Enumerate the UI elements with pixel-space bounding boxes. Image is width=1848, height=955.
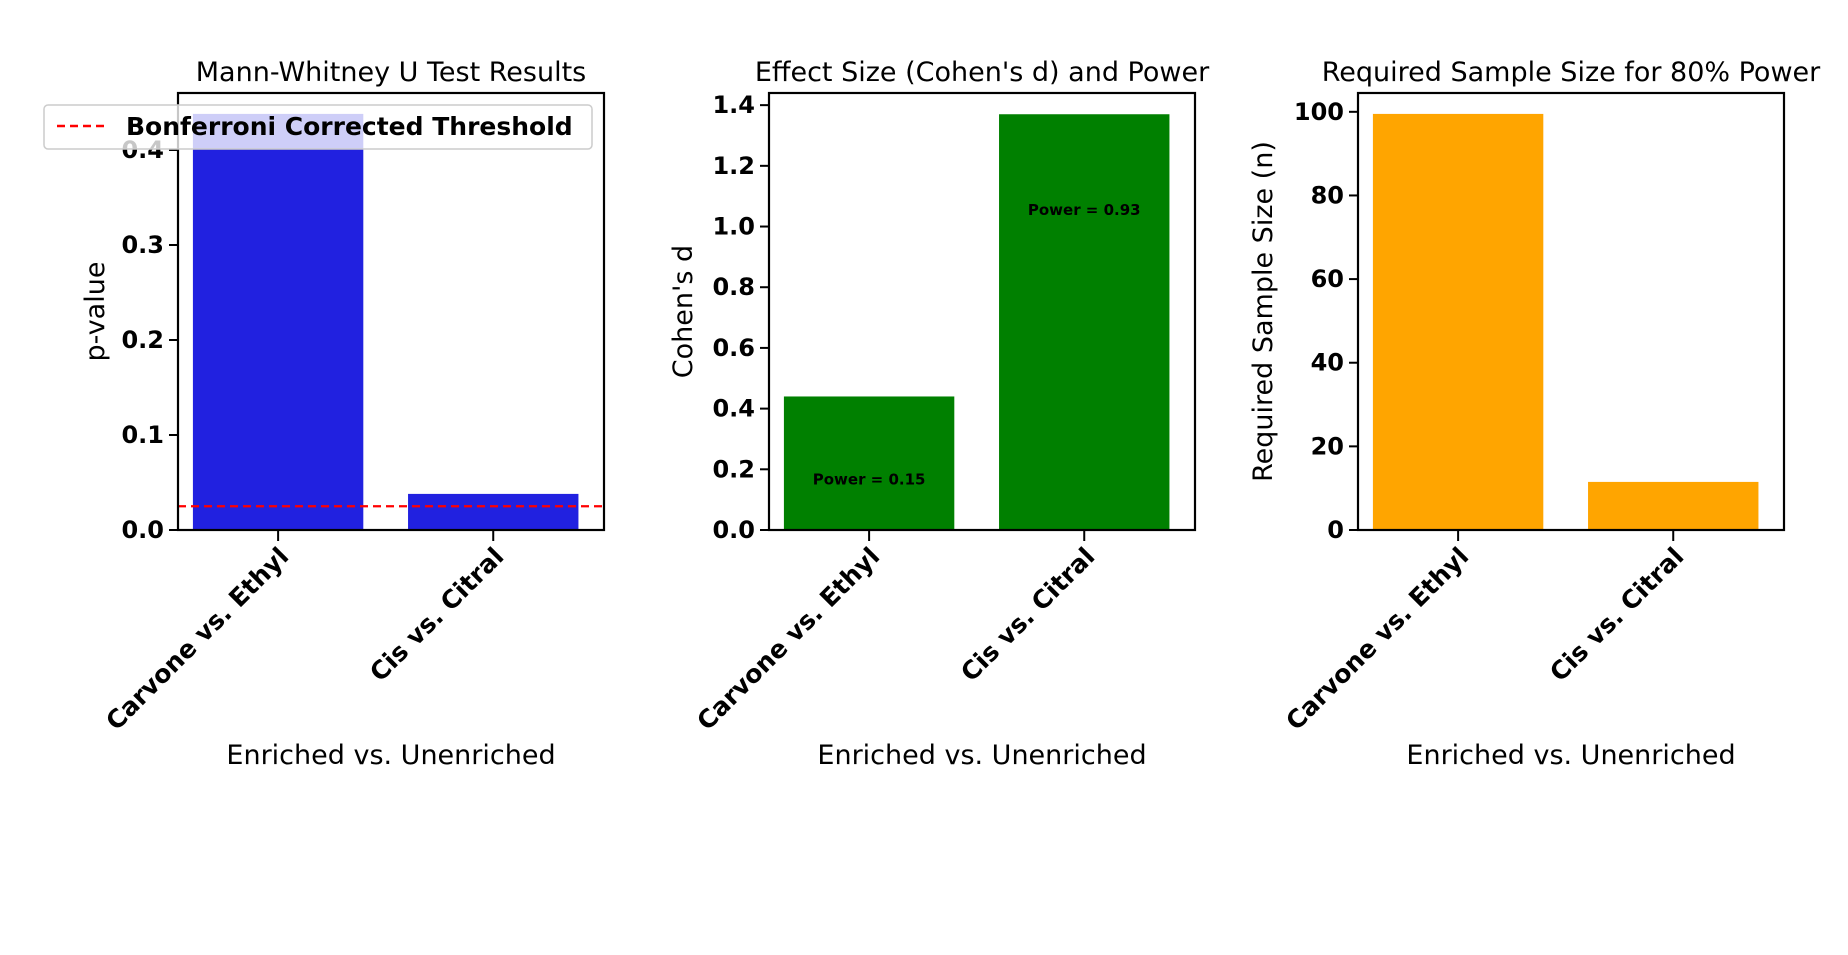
bar xyxy=(1588,481,1759,530)
category-label: Carvone vs. Ethyl xyxy=(1280,542,1474,736)
y-axis-label: Cohen's d xyxy=(668,245,699,378)
y-tick-label: 0.3 xyxy=(121,231,164,259)
plot-frame xyxy=(1356,91,1786,532)
y-tick-label: 100 xyxy=(1294,98,1344,126)
chart-panel-sample-size: 0 20 40 60 80 100 Carvone vs. Ethyl Cis vs. Cit… xyxy=(1248,57,1821,771)
y-tick-label: 80 xyxy=(1311,181,1344,209)
category-label: Cis vs. Citral xyxy=(1544,542,1689,687)
x-axis-label: Enriched vs. Unenriched xyxy=(1406,740,1735,771)
y-axis-label: p-value xyxy=(80,262,111,362)
y-tick-label: 0.8 xyxy=(712,273,755,301)
plot-frame xyxy=(767,91,1197,532)
category-label: Carvone vs. Ethyl xyxy=(100,542,294,736)
chart-title: Effect Size (Cohen's d) and Power xyxy=(755,57,1210,88)
category-label: Carvone vs. Ethyl xyxy=(691,542,885,736)
y-tick-label: 0.0 xyxy=(121,516,164,544)
bar xyxy=(999,114,1170,531)
bar xyxy=(783,396,955,530)
bar xyxy=(1372,113,1544,530)
y-tick-label: 0 xyxy=(1327,516,1344,544)
y-tick-label: 1.2 xyxy=(712,152,755,180)
chart-panel-effect-size: Power = 0.15 Power = 0.93 0.0 0.2 0.4 0.6 0.8 1… xyxy=(668,57,1210,771)
y-tick-label: 0.1 xyxy=(121,421,164,449)
y-tick-label: 0.2 xyxy=(712,455,755,483)
chart-title: Required Sample Size for 80% Power xyxy=(1322,57,1821,88)
y-tick-label: 60 xyxy=(1311,265,1344,293)
x-axis-label: Enriched vs. Unenriched xyxy=(817,740,1146,771)
power-annotation: Power = 0.93 xyxy=(1028,201,1141,219)
power-annotation: Power = 0.15 xyxy=(813,470,926,488)
y-axis-label: Required Sample Size (n) xyxy=(1248,141,1279,482)
legend: Bonferroni Corrected Threshold xyxy=(43,104,593,150)
category-label: Cis vs. Citral xyxy=(364,542,509,687)
legend-label: Bonferroni Corrected Threshold xyxy=(126,112,573,141)
y-tick-label: 0.6 xyxy=(712,334,755,362)
legend-box xyxy=(43,104,593,150)
y-tick-label: 0.4 xyxy=(712,395,755,423)
y-tick-label: 1.0 xyxy=(712,213,755,241)
bar xyxy=(408,493,579,530)
category-label: Cis vs. Citral xyxy=(955,542,1100,687)
bar xyxy=(192,113,364,531)
plot-frame xyxy=(176,91,606,532)
y-tick-label: 40 xyxy=(1311,349,1344,377)
y-tick-label: 20 xyxy=(1311,432,1344,460)
chart-title: Mann-Whitney U Test Results xyxy=(196,57,587,88)
y-tick-label: 0.2 xyxy=(121,326,164,354)
y-tick-label: 1.4 xyxy=(712,91,755,119)
y-tick-label: 0.0 xyxy=(712,516,755,544)
x-axis-label: Enriched vs. Unenriched xyxy=(226,740,555,771)
